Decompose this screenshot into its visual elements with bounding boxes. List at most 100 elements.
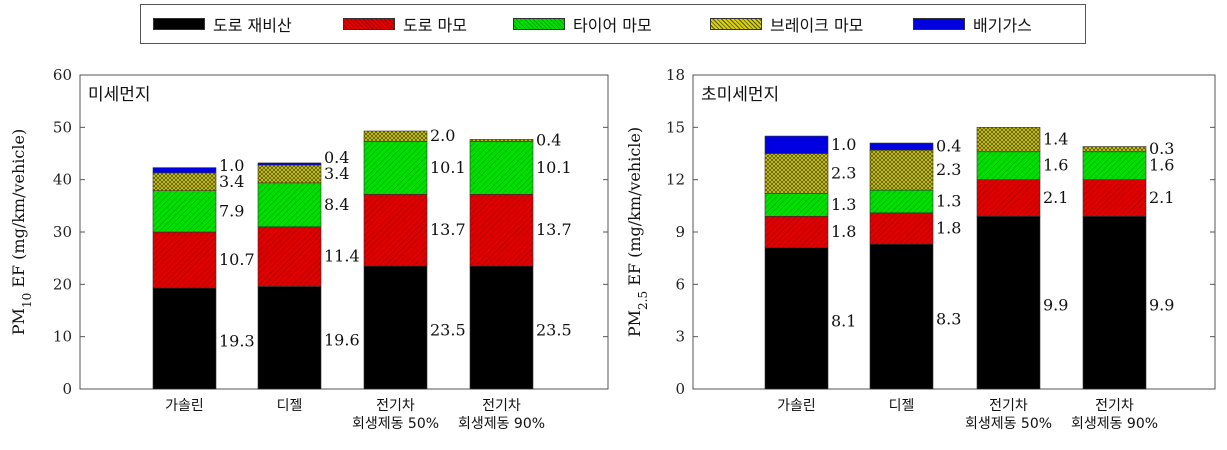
data-label: 8.3 <box>936 310 961 329</box>
y-tick-label: 15 <box>666 118 685 136</box>
bar-segment <box>152 287 217 390</box>
data-label: 23.5 <box>430 321 466 340</box>
data-label: 10.7 <box>219 250 255 269</box>
x-tick-label: 디젤 <box>889 398 915 414</box>
legend-label: 타이어 마모 <box>573 16 652 35</box>
x-tick-label: 전기차 <box>376 398 415 414</box>
data-label: 13.7 <box>536 220 572 239</box>
legend-item: 타이어 마모 <box>513 14 652 35</box>
data-label: 0.4 <box>536 130 561 149</box>
y-axis-label: PM10 EF (mg/km/vehicle) <box>9 129 34 335</box>
plot-frame <box>79 74 609 390</box>
bar-segment <box>469 141 534 195</box>
x-tick-label: 디젤 <box>277 398 303 414</box>
data-label: 13.7 <box>430 220 466 239</box>
bar-segment <box>152 167 217 174</box>
y-tick-label: 9 <box>675 223 685 241</box>
bar-segment <box>764 135 829 154</box>
data-label: 0.3 <box>1149 139 1174 158</box>
x-tick-label: 회생제동 50% <box>352 416 439 432</box>
bar-segment <box>1082 151 1147 180</box>
legend-label: 도로 마모 <box>403 16 467 35</box>
legend-swatch <box>913 18 965 30</box>
data-label: 1.3 <box>936 191 961 210</box>
bar-segment <box>869 142 934 151</box>
data-label: 0.4 <box>324 148 349 167</box>
bar-segment <box>152 231 217 289</box>
data-label: 19.6 <box>324 331 360 350</box>
bar-segment <box>764 247 829 390</box>
bar-segment <box>152 190 217 233</box>
bar-segment <box>869 212 934 245</box>
bar-segment <box>869 149 934 191</box>
chart-legend: 도로 재비산 도로 마모 타이어 마모 브레이크 마모 배기가스 <box>140 4 1086 44</box>
bar-segment <box>976 179 1041 217</box>
y-axis-label: PM2.5 EF (mg/km/vehicle) <box>625 127 650 337</box>
y-axis-label-main: PM <box>9 308 28 335</box>
bar-segment <box>363 130 428 142</box>
x-tick-label: 전기차 <box>1095 398 1134 414</box>
bar-segment <box>764 216 829 249</box>
bar-segment <box>1082 146 1147 153</box>
bar-segment <box>363 265 428 390</box>
bar-segment <box>363 194 428 267</box>
bar-segment <box>976 151 1041 180</box>
y-axis-label-subscript: 2.5 <box>636 291 650 310</box>
bar-segment <box>257 286 322 390</box>
data-label: 1.3 <box>831 195 856 214</box>
legend-swatch <box>513 18 565 30</box>
y-tick-label: 0 <box>675 380 685 398</box>
data-label: 9.9 <box>1149 296 1174 315</box>
bar-segment <box>869 189 934 214</box>
bar-segment <box>1082 216 1147 390</box>
data-label: 19.3 <box>219 331 255 350</box>
data-label: 10.1 <box>536 158 572 177</box>
data-label: 2.1 <box>1149 188 1174 207</box>
bar-segment <box>764 193 829 217</box>
bar-segment <box>257 164 322 184</box>
panel-title: 초미세먼지 <box>701 85 779 105</box>
data-label: 0.4 <box>936 137 961 156</box>
x-tick-label: 회생제동 90% <box>458 416 545 432</box>
bar-segment <box>976 216 1041 390</box>
legend-item: 브레이크 마모 <box>710 14 864 35</box>
y-axis-label-main: PM <box>625 310 644 337</box>
bar-segment <box>469 265 534 390</box>
y-axis-label-subscript: 10 <box>20 293 34 308</box>
y-tick-label: 3 <box>675 328 685 346</box>
bar-segment <box>152 172 217 191</box>
legend-item: 도로 마모 <box>343 14 467 35</box>
x-tick-label: 가솔린 <box>165 398 204 414</box>
y-tick-label: 0 <box>62 380 72 398</box>
y-axis-label-units: EF (mg/km/vehicle) <box>625 127 644 291</box>
bar-segment <box>976 127 1041 153</box>
data-label: 23.5 <box>536 321 572 340</box>
bar-segment <box>257 182 322 228</box>
y-tick-label: 10 <box>53 328 72 346</box>
x-tick-label: 전기차 <box>989 398 1028 414</box>
data-label: 3.4 <box>324 164 349 183</box>
data-label: 9.9 <box>1043 296 1068 315</box>
plot-frame <box>692 74 1216 390</box>
data-label: 2.3 <box>831 164 856 183</box>
data-label: 2.0 <box>430 126 455 145</box>
data-label: 8.4 <box>324 195 349 214</box>
data-label: 1.0 <box>831 135 856 154</box>
bar-segment <box>764 153 829 194</box>
data-label: 8.1 <box>831 311 856 330</box>
x-tick-label: 가솔린 <box>777 398 816 414</box>
bar-segment <box>257 162 322 166</box>
y-tick-label: 12 <box>666 171 685 189</box>
bar-segment <box>257 226 322 287</box>
legend-label: 브레이크 마모 <box>770 16 864 35</box>
data-label: 1.6 <box>1149 156 1174 175</box>
bar-segment <box>1082 179 1147 217</box>
data-label: 11.4 <box>324 247 360 266</box>
x-tick-label: 전기차 <box>482 398 521 414</box>
data-label: 1.4 <box>1043 130 1068 149</box>
data-label: 3.4 <box>219 172 244 191</box>
data-label: 2.1 <box>1043 188 1068 207</box>
data-label: 10.1 <box>430 158 466 177</box>
data-label: 1.8 <box>831 222 856 241</box>
legend-label: 배기가스 <box>973 16 1032 35</box>
